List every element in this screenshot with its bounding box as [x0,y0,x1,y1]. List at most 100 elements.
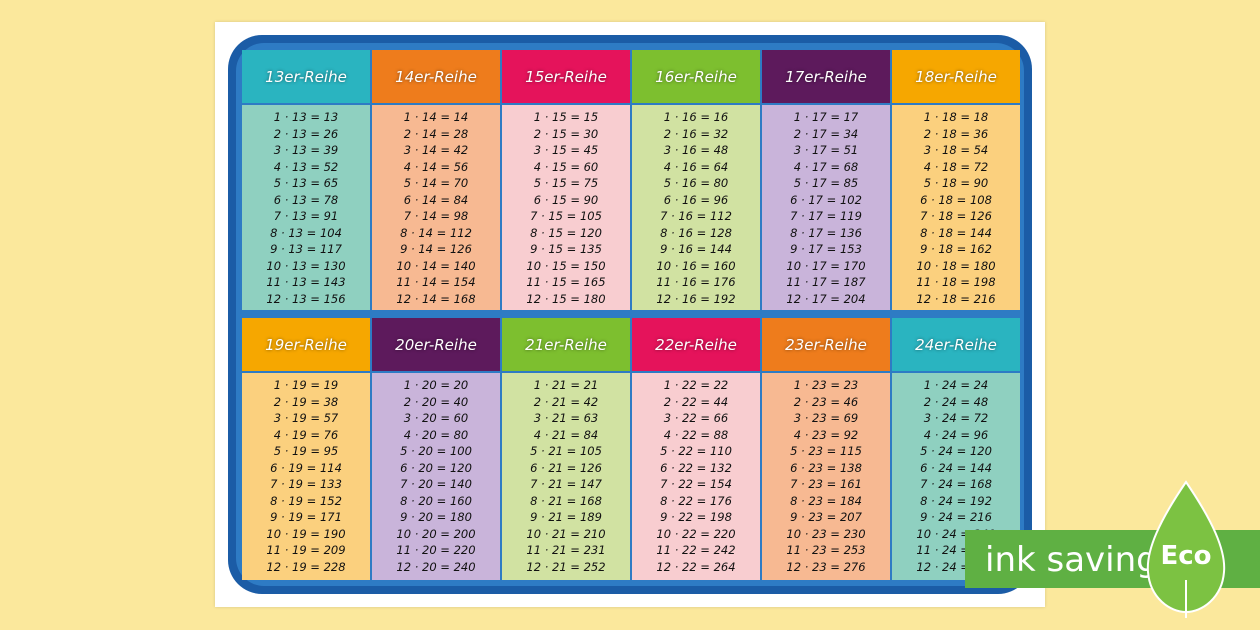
card-title: 22er-Reihe [632,318,760,371]
equation: 12 · 20 = 240 [396,559,476,574]
equation: 6 · 13 = 78 [273,192,339,207]
equation: 12 · 21 = 252 [526,559,606,574]
equation: 6 · 15 = 90 [533,192,599,207]
equation: 7 · 15 = 105 [530,209,602,223]
equation: 3 · 22 = 66 [663,411,729,425]
equation: 3 · 16 = 48 [663,143,729,157]
equation: 2 · 19 = 38 [273,394,339,409]
equation: 7 · 23 = 161 [790,477,862,491]
equation: 1 · 15 = 15 [533,110,599,124]
equation: 12 · 14 = 168 [396,291,476,306]
equation: 5 · 16 = 80 [663,176,729,190]
equation: 4 · 15 = 60 [533,159,599,174]
card-body: 1 · 20 = 20 2 · 20 = 40 3 · 20 = 60 4 · 20 … [372,373,500,580]
equation: 11 · 13 = 143 [266,275,346,289]
equation: 11 · 23 = 253 [786,543,866,557]
equation: 8 · 18 = 144 [920,225,992,240]
equation: 2 · 23 = 46 [793,394,859,409]
equation: 8 · 17 = 136 [790,225,862,240]
equation: 3 · 13 = 39 [273,143,339,157]
card-title: 19er-Reihe [242,318,370,371]
equation: 4 · 21 = 84 [533,427,599,442]
equation: 9 · 23 = 207 [790,510,862,524]
card-title: 16er-Reihe [632,50,760,103]
equation: 8 · 15 = 120 [530,225,602,240]
equation: 4 · 19 = 76 [273,427,339,442]
equation: 6 · 22 = 132 [660,460,732,475]
card-title: 21er-Reihe [502,318,630,371]
card-title: 14er-Reihe [372,50,500,103]
card-body: 1 · 15 = 15 2 · 15 = 30 3 · 15 = 45 4 · 15 … [502,105,630,310]
equation: 5 · 13 = 65 [273,176,339,190]
equation: 6 · 14 = 84 [403,192,469,207]
equation: 2 · 15 = 30 [533,126,599,141]
equation: 10 · 23 = 230 [786,526,866,541]
card-body: 1 · 18 = 18 2 · 18 = 36 3 · 18 = 54 4 · 18 … [892,105,1020,310]
equation: 5 · 17 = 85 [793,176,859,190]
card-body: 1 · 14 = 14 2 · 14 = 28 3 · 14 = 42 4 · 14 … [372,105,500,310]
card-body: 1 · 21 = 21 2 · 21 = 42 3 · 21 = 63 4 · 21 … [502,373,630,580]
equation: 7 · 24 = 168 [920,477,992,491]
equation: 3 · 23 = 69 [793,411,859,425]
equation: 7 · 20 = 140 [400,477,472,491]
equation: 4 · 18 = 72 [923,159,989,174]
equation: 9 · 14 = 126 [400,242,472,256]
leaf: Eco [1146,480,1226,618]
equation: 1 · 24 = 24 [923,378,989,392]
equation: 8 · 21 = 168 [530,493,602,508]
equation: 4 · 24 = 96 [923,427,989,442]
card-title: 23er-Reihe [762,318,890,371]
equation: 5 · 18 = 90 [923,176,989,190]
equation: 2 · 20 = 40 [403,394,469,409]
equation: 2 · 18 = 36 [923,126,989,141]
equation: 3 · 15 = 45 [533,143,599,157]
equation: 11 · 14 = 154 [396,275,476,289]
equation: 5 · 23 = 115 [790,444,862,458]
equation: 6 · 17 = 102 [790,192,862,207]
card-title: 15er-Reihe [502,50,630,103]
equation: 3 · 19 = 57 [273,411,339,425]
card-body: 1 · 22 = 22 2 · 22 = 44 3 · 22 = 66 4 · 22 … [632,373,760,580]
card-body: 1 · 19 = 19 2 · 19 = 38 3 · 19 = 57 4 · 19 … [242,373,370,580]
equation: 7 · 21 = 147 [530,477,602,491]
card-body: 1 · 13 = 13 2 · 13 = 26 3 · 13 = 39 4 · 13 … [242,105,370,310]
equation: 5 · 22 = 110 [660,444,732,458]
equation: 12 · 22 = 264 [656,559,736,574]
equation: 1 · 16 = 16 [663,110,729,124]
equation: 11 · 22 = 242 [656,543,736,557]
equation: 5 · 19 = 95 [273,444,339,458]
equation: 8 · 24 = 192 [920,493,992,508]
equation: 6 · 20 = 120 [400,460,472,475]
equation: 8 · 16 = 128 [660,225,732,240]
equation: 10 · 19 = 190 [266,526,346,541]
equation: 8 · 23 = 184 [790,493,862,508]
equation: 2 · 24 = 48 [923,394,989,409]
equation: 2 · 22 = 44 [663,394,729,409]
equation: 1 · 17 = 17 [793,110,859,124]
equation: 1 · 14 = 14 [403,110,469,124]
equation: 1 · 20 = 20 [403,378,469,392]
equation: 3 · 18 = 54 [923,143,989,157]
equation: 9 · 13 = 117 [270,242,342,256]
equation: 11 · 17 = 187 [786,275,866,289]
equation: 11 · 18 = 198 [916,275,996,289]
equation: 7 · 19 = 133 [270,477,342,491]
equation: 6 · 18 = 108 [920,192,992,207]
equation: 10 · 17 = 170 [786,258,866,273]
equation: 11 · 16 = 176 [656,275,736,289]
equation: 6 · 24 = 144 [920,460,992,475]
equation: 8 · 20 = 160 [400,493,472,508]
equation: 2 · 13 = 26 [273,126,339,141]
equation: 3 · 14 = 42 [403,143,469,157]
card-title: 18er-Reihe [892,50,1020,103]
equation: 5 · 14 = 70 [403,176,469,190]
equation: 1 · 19 = 19 [273,378,339,392]
equation: 7 · 16 = 112 [660,209,732,223]
equation: 6 · 23 = 138 [790,460,862,475]
equation: 4 · 16 = 64 [663,159,729,174]
equation: 7 · 13 = 91 [273,209,339,223]
equation: 5 · 20 = 100 [400,444,472,458]
equation: 12 · 15 = 180 [526,291,606,306]
equation: 10 · 13 = 130 [266,258,346,273]
